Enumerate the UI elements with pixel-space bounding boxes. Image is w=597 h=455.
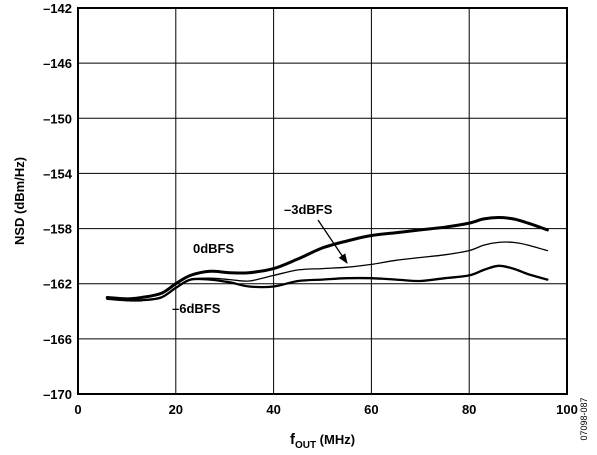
y-tick-label: –150 [43,111,72,126]
x-tick-label: 60 [364,402,378,417]
y-tick-label: –166 [43,332,72,347]
x-axis-label-sub: OUT [295,440,316,451]
y-tick-label: –162 [43,277,72,292]
x-axis-label-unit: (MHz) [316,432,355,447]
figure-id: 07098-087 [579,397,589,440]
y-tick-label: –154 [43,166,73,181]
plot-frame [77,7,568,395]
x-tick-label: 80 [462,402,476,417]
x-tick-label: 20 [169,402,183,417]
y-axis-label: NSD (dBm/Hz) [12,157,27,245]
x-tick-label: 40 [266,402,280,417]
annotation-arrow [317,219,348,264]
x-tick-labels: 0 20 40 60 80 100 [74,402,577,417]
x-tick-label: 100 [556,402,578,417]
annotation-label: –3dBFS [284,202,333,217]
grid-lines [78,8,567,394]
annotation-label: –6dBFS [172,301,221,316]
y-tick-labels: –142 –146 –150 –154 –158 –162 –166 –170 [43,1,73,402]
y-tick-label: –158 [43,222,72,237]
x-tick-label: 0 [74,402,81,417]
series-line-6dbfs [106,264,549,302]
series-line-0dbfs [105,216,549,301]
x-axis-label-main: f [290,431,296,448]
x-axis-label: fOUT (MHz) [290,431,355,451]
annotation-label: 0dBFS [193,241,235,256]
y-tick-label: –142 [43,1,72,16]
y-tick-label: –146 [43,56,72,71]
annotation-layer: 0dBFS –3dBFS –6dBFS [172,202,348,316]
series-layer [105,216,549,302]
y-tick-label: –170 [43,387,72,402]
